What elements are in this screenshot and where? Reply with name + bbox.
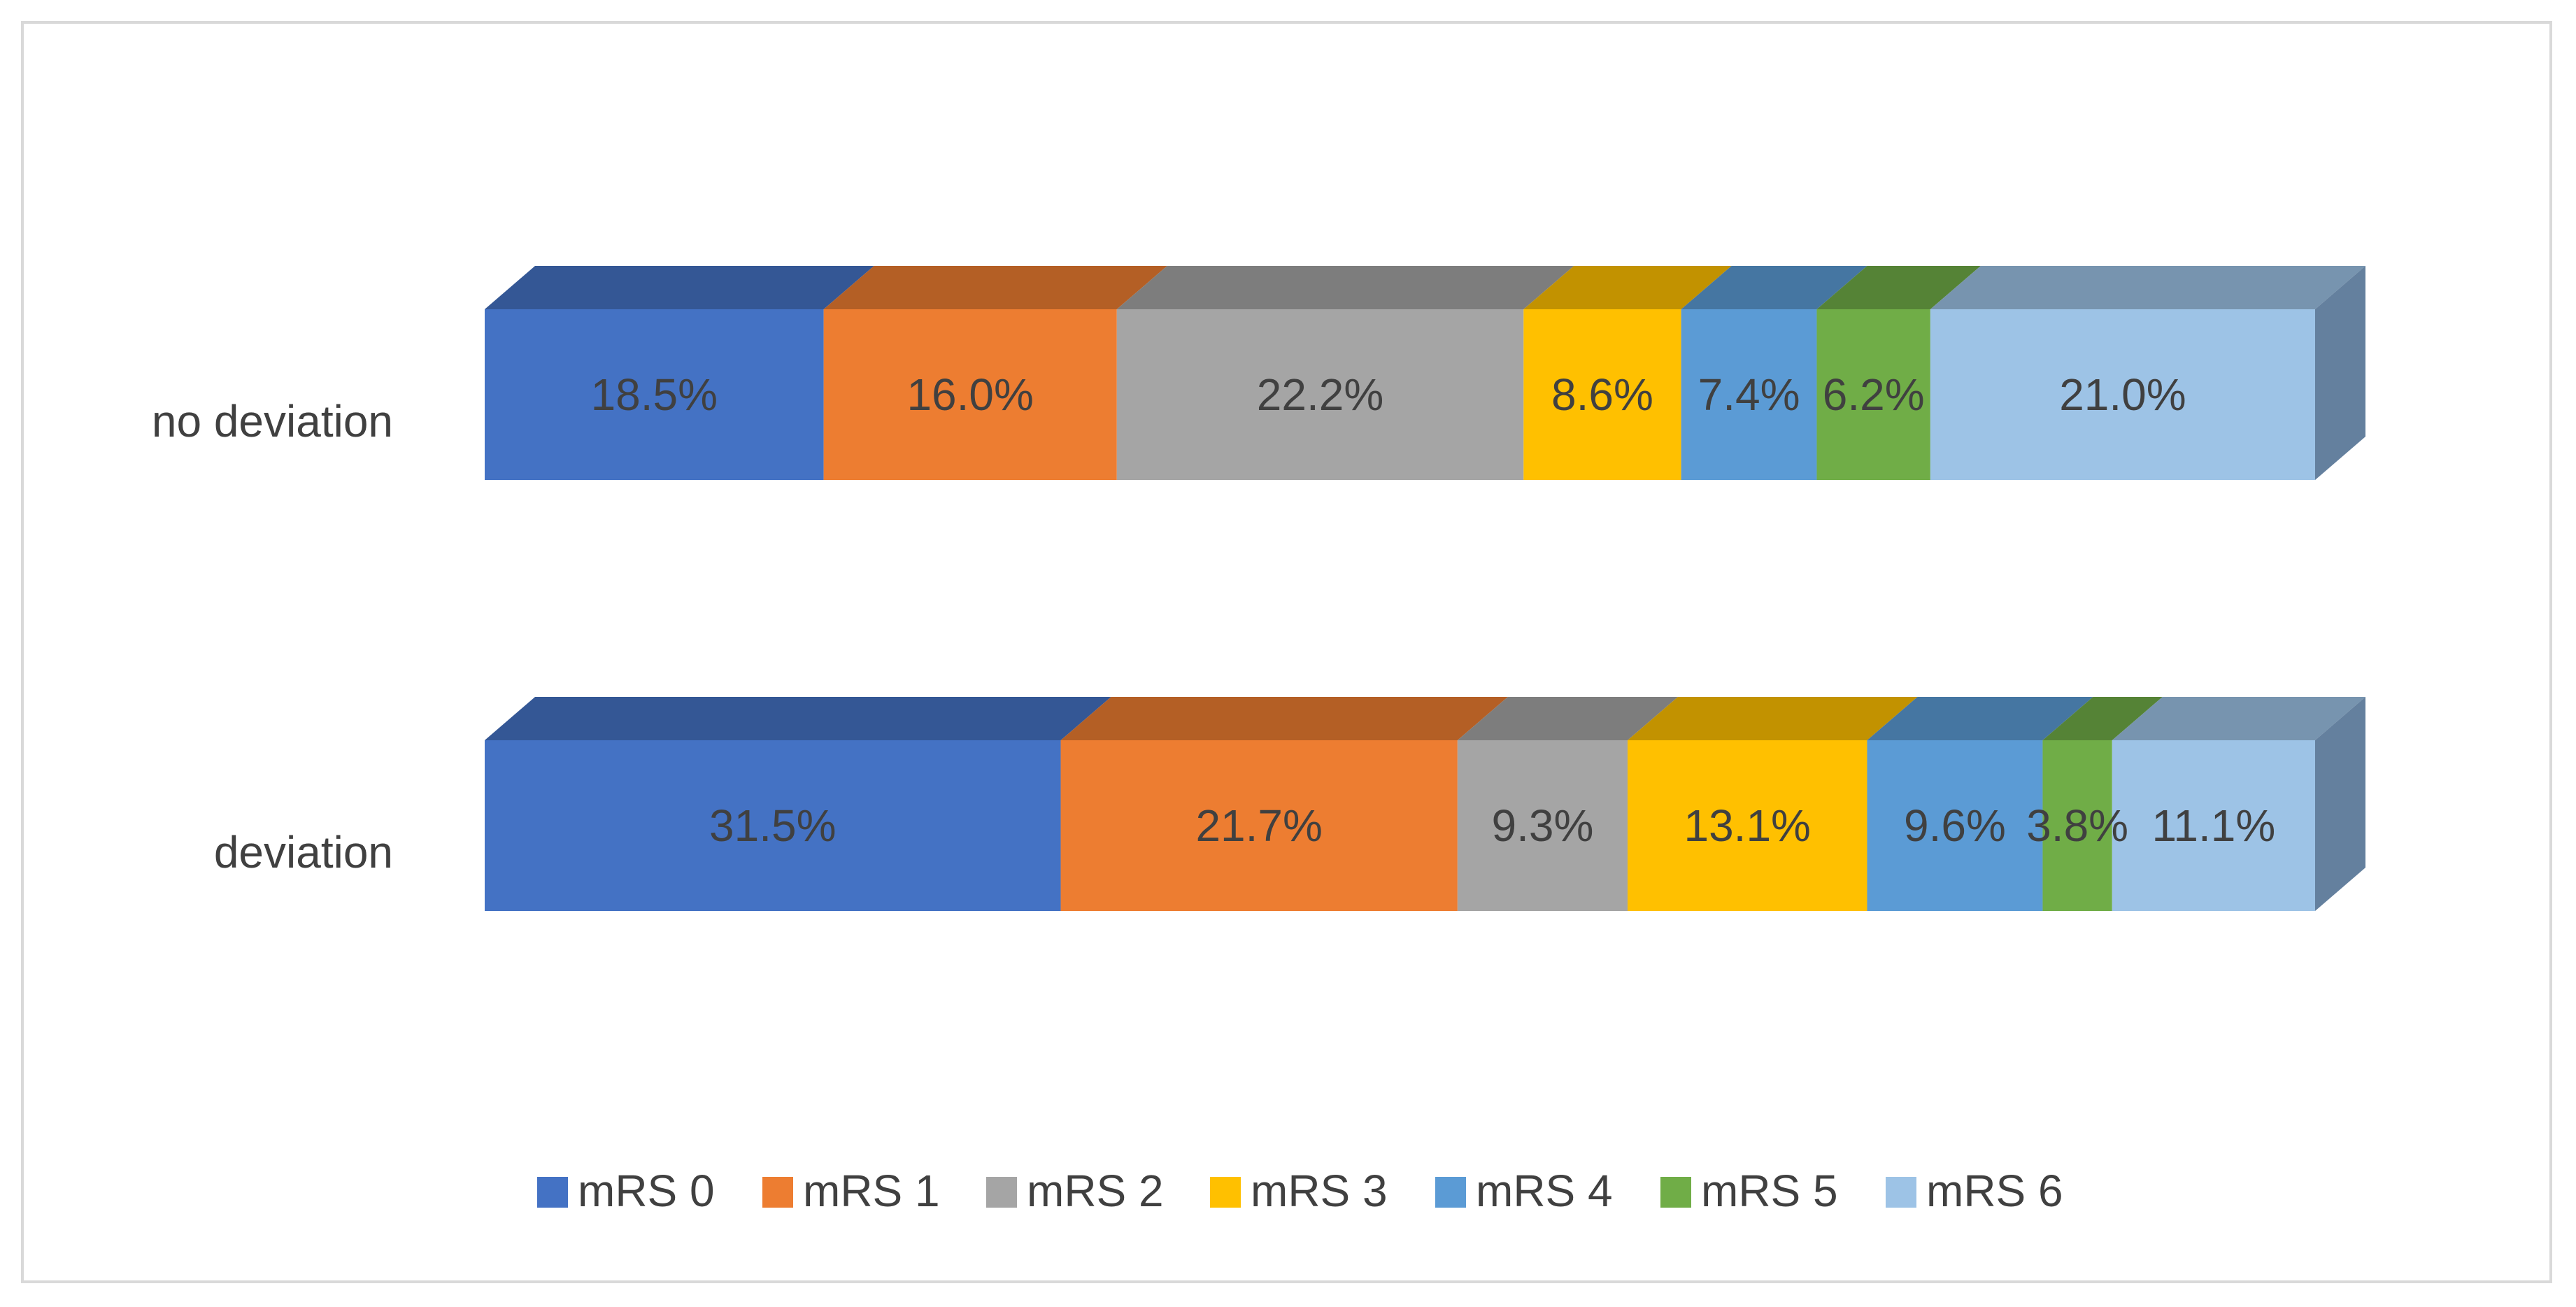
- data-label: 11.1%: [2152, 800, 2276, 851]
- legend-swatch: [986, 1177, 1017, 1208]
- data-label: 8.6%: [1551, 369, 1653, 420]
- data-label: 3.8%: [2026, 800, 2128, 851]
- bar-segment-deviation-mRS-5: [2042, 740, 2112, 911]
- bar-segment-no-deviation-mRS-1: [823, 309, 1117, 480]
- bar-top-no-deviation-mRS-2: [1116, 266, 1574, 309]
- bar-top-deviation-mRS-6: [2112, 697, 2365, 740]
- bar-segment-no-deviation-mRS-2: [1116, 309, 1524, 480]
- data-label: 9.6%: [1904, 800, 2006, 851]
- bar-top-no-deviation-mRS-0: [485, 266, 874, 309]
- data-label: 7.4%: [1698, 369, 1800, 420]
- bar-segment-no-deviation-mRS-3: [1523, 309, 1681, 480]
- data-label: 16.0%: [906, 369, 1033, 420]
- bar-top-deviation-mRS-1: [1060, 697, 1508, 740]
- data-label: 22.2%: [1257, 369, 1383, 420]
- stacked-bar-chart: 18.5% 16.0% 22.2% 8.6% 7.4% 6.2% 21.0% no devia…: [152, 266, 2365, 1216]
- bar-segment-no-deviation-mRS-4: [1681, 309, 1817, 480]
- legend-label: mRS 6: [1926, 1166, 2063, 1216]
- bar-top-no-deviation-mRS-1: [823, 266, 1167, 309]
- bar-top-deviation-mRS-3: [1627, 697, 1918, 740]
- bar-top-deviation-mRS-0: [485, 697, 1111, 740]
- legend-swatch: [1210, 1177, 1241, 1208]
- data-label: 18.5%: [591, 369, 718, 420]
- legend-label: mRS 0: [578, 1166, 715, 1216]
- bar-segment-deviation-mRS-1: [1060, 740, 1458, 911]
- legend-swatch: [1660, 1177, 1691, 1208]
- data-label: 6.2%: [1823, 369, 1925, 420]
- legend-label: mRS 3: [1251, 1166, 1388, 1216]
- bar-segment-no-deviation-mRS-6: [1930, 309, 2315, 480]
- bar-segment-no-deviation-mRS-5: [1816, 309, 1930, 480]
- bar-segment-deviation-mRS-6: [2112, 740, 2315, 911]
- legend-label: mRS 5: [1701, 1166, 1838, 1216]
- bar-side-no-deviation: [2315, 266, 2365, 480]
- legend-label: mRS 2: [1027, 1166, 1164, 1216]
- legend-swatch: [1435, 1177, 1466, 1208]
- bar-segment-deviation-mRS-0: [485, 740, 1061, 911]
- data-label: 21.0%: [2059, 369, 2186, 420]
- legend-label: mRS 1: [803, 1166, 940, 1216]
- bar-top-no-deviation-mRS-5: [1816, 266, 1981, 309]
- category-label: no deviation: [152, 396, 393, 446]
- legend-swatch: [1886, 1177, 1916, 1208]
- labels-layer: 18.5% 16.0% 22.2% 8.6% 7.4% 6.2% 21.0% no devia…: [152, 369, 2275, 877]
- bar-segment-deviation-mRS-3: [1627, 740, 1867, 911]
- bar-top-deviation-mRS-4: [1867, 697, 2093, 740]
- bar-top-no-deviation-mRS-3: [1523, 266, 1732, 309]
- bar-segment-no-deviation-mRS-0: [485, 309, 824, 480]
- bar-top-deviation-mRS-5: [2042, 697, 2163, 740]
- bar-top-no-deviation-mRS-4: [1681, 266, 1867, 309]
- bar-segment-deviation-mRS-2: [1457, 740, 1628, 911]
- legend-swatch: [537, 1177, 568, 1208]
- legend: mRS 0 mRS 1 mRS 2 mRS 3 mRS 4 mRS 5 mRS 6: [537, 1166, 2063, 1216]
- bar-top-deviation-mRS-2: [1457, 697, 1678, 740]
- data-label: 13.1%: [1684, 800, 1810, 851]
- data-label: 9.3%: [1491, 800, 1593, 851]
- bar-segment-deviation-mRS-4: [1867, 740, 2043, 911]
- category-label: deviation: [214, 827, 393, 877]
- data-label: 21.7%: [1195, 800, 1322, 851]
- chart-frame: 18.5% 16.0% 22.2% 8.6% 7.4% 6.2% 21.0% no devia…: [21, 21, 2552, 1283]
- bar-top-no-deviation-mRS-6: [1930, 266, 2365, 309]
- bar-side-deviation: [2315, 697, 2365, 911]
- legend-swatch: [762, 1177, 793, 1208]
- legend-label: mRS 4: [1476, 1166, 1613, 1216]
- bars-layer: [485, 266, 2365, 911]
- data-label: 31.5%: [709, 800, 836, 851]
